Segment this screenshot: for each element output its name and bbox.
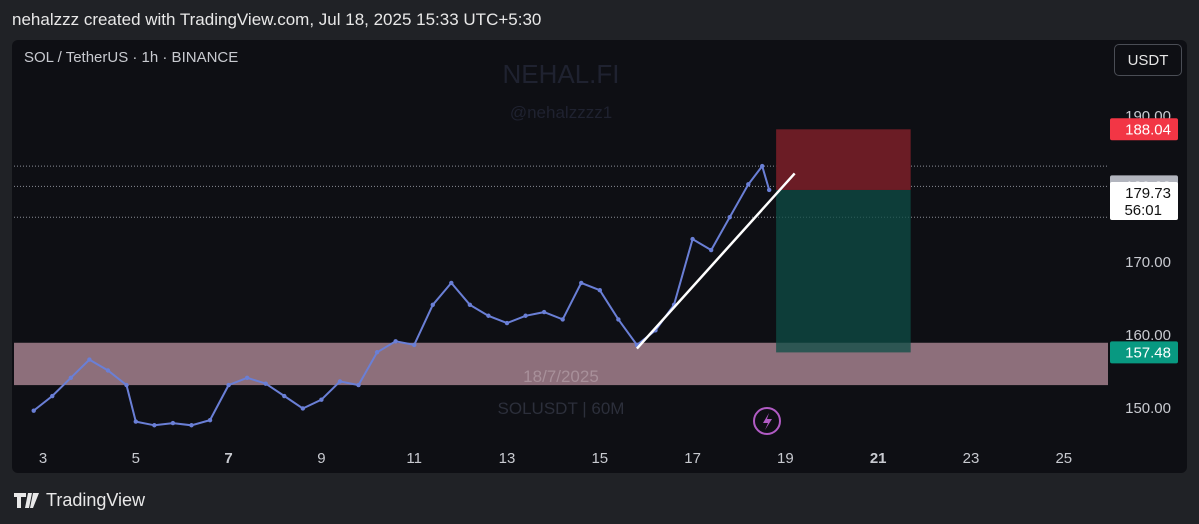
price-label-current — [1110, 181, 1178, 220]
price-point — [31, 408, 36, 413]
price-point — [300, 406, 306, 411]
watermark-symbol: SOLUSDT | 60M — [498, 399, 625, 418]
price-point — [87, 357, 92, 362]
price-point — [449, 280, 454, 286]
countdown-text: 56:01 — [1124, 202, 1162, 219]
stop-loss-zone — [776, 129, 911, 190]
x-tick-label: 19 — [777, 450, 794, 467]
watermark-handle: @nehalzzzz1 — [510, 103, 612, 122]
price-point — [746, 182, 751, 187]
price-point — [412, 342, 417, 348]
y-tick-label: 150.00 — [1125, 400, 1171, 417]
price-point — [244, 375, 250, 380]
price-point — [356, 382, 361, 388]
trendline — [635, 172, 796, 350]
symbol-info[interactable]: SOL / TetherUS · 1h · BINANCE — [24, 49, 239, 66]
x-tick-label: 5 — [132, 450, 140, 467]
price-point — [560, 317, 565, 322]
demand-zone — [14, 342, 1108, 386]
x-tick-label: 23 — [963, 450, 980, 467]
price-point — [319, 397, 324, 402]
watermark-title: NEHAL.FI — [502, 59, 619, 89]
price-point — [579, 280, 584, 286]
x-tick-label: 7 — [224, 450, 232, 467]
x-tick-label: 25 — [1055, 450, 1072, 467]
price-line — [33, 163, 771, 427]
price-point — [727, 215, 732, 220]
x-tick-label: 3 — [39, 450, 47, 467]
price-point — [690, 236, 695, 242]
price-point — [337, 379, 343, 384]
currency-button[interactable]: USDT — [1114, 44, 1182, 76]
price-point — [68, 375, 74, 380]
price-point — [152, 423, 157, 428]
price-label-target — [1110, 341, 1178, 364]
lightning-icon — [753, 407, 781, 435]
price-point — [189, 423, 194, 428]
price-point — [708, 247, 714, 253]
chart-panel[interactable] — [12, 40, 1187, 473]
tradingview-brand: TradingView — [46, 490, 146, 510]
price-label-text: 157.48 — [1125, 344, 1171, 361]
x-tick-label: 11 — [406, 450, 422, 467]
price-point — [467, 302, 473, 307]
caption-text: nehalzzz created with TradingView.com, J… — [12, 10, 542, 29]
x-tick-label: 21 — [870, 450, 887, 467]
caption-bar: nehalzzz created with TradingView.com, J… — [0, 0, 1199, 40]
y-tick-label: 160.00 — [1125, 327, 1171, 344]
price-point — [207, 417, 213, 423]
price-point — [393, 339, 398, 344]
price-point — [616, 317, 621, 322]
x-tick-label: 9 — [317, 450, 325, 467]
price-point — [105, 368, 111, 373]
y-tick-label: 170.00 — [1125, 254, 1171, 271]
price-point — [263, 381, 268, 386]
footer — [0, 480, 1199, 524]
price-label-stop — [1110, 118, 1178, 141]
x-tick-label: 13 — [499, 450, 516, 467]
price-point — [50, 393, 55, 399]
price-label-text: 179.73 — [1125, 185, 1171, 202]
take-profit-zone — [776, 189, 911, 353]
price-point — [170, 420, 176, 426]
price-point — [766, 187, 772, 193]
price-point — [124, 382, 129, 388]
watermark-date: 18/7/2025 — [523, 367, 599, 386]
price-label-text: 188.04 — [1125, 121, 1171, 138]
price-point — [226, 382, 231, 388]
lightning-glyph-icon — [763, 413, 772, 430]
price-point — [282, 393, 287, 399]
price-point — [430, 302, 435, 307]
price-point — [133, 419, 138, 424]
price-point — [486, 313, 491, 318]
tradingview-logo-icon — [14, 493, 39, 508]
price-point — [523, 313, 528, 318]
price-point — [374, 350, 380, 355]
price-point — [504, 320, 510, 326]
price-point — [597, 288, 602, 293]
price-point — [760, 163, 765, 169]
x-tick-label: 15 — [591, 450, 608, 467]
x-tick-label: 17 — [684, 450, 701, 467]
price-point — [541, 309, 547, 315]
